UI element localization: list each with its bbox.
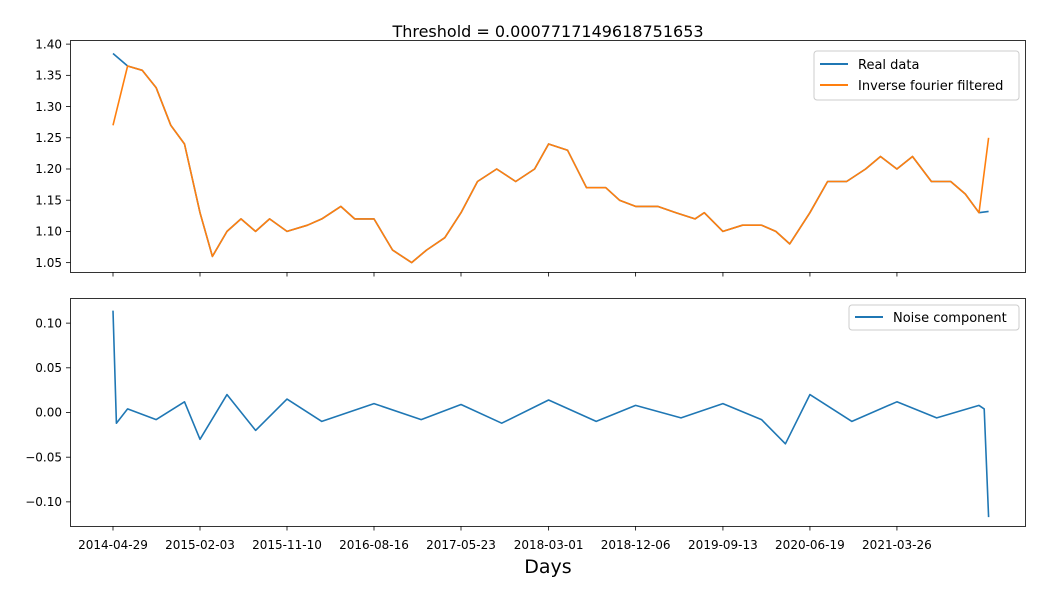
- y-tick-label: 1.25: [35, 131, 62, 145]
- x-axis-label: Days: [524, 556, 571, 578]
- y-tick-label: 1.05: [35, 256, 62, 270]
- x-tick-label: 2015-11-10: [252, 538, 322, 552]
- series-line-noise-component: [112, 310, 990, 518]
- bottom-panel: −0.10 −0.05 0.00 0.05 0.10 2014-04-29 2015-02…: [25, 298, 1026, 578]
- bottom-plot-frame: [70, 298, 1026, 527]
- chart-title: Threshold = 0.0007717149618751653: [391, 22, 703, 41]
- top-legend-box: [813, 50, 1020, 101]
- bottom-series: [112, 310, 990, 518]
- y-tick-label: 1.30: [35, 100, 62, 114]
- x-tick-label: 2021-03-26: [862, 538, 932, 552]
- y-tick-label: 1.40: [35, 37, 62, 51]
- top-series: [112, 52, 990, 264]
- top-plot-frame: [70, 40, 1026, 273]
- y-tick-label: 1.10: [35, 225, 62, 239]
- y-tick-label: 0.05: [35, 361, 62, 375]
- x-tick-label: 2019-09-13: [688, 538, 758, 552]
- y-tick-label: −0.05: [25, 450, 62, 464]
- x-tick-label: 2016-08-16: [339, 538, 409, 552]
- y-tick-label: 1.15: [35, 193, 62, 207]
- bottom-x-axis: 2014-04-29 2015-02-03 2015-11-10 2016-08-16…: [78, 526, 932, 552]
- x-tick-label: 2014-04-29: [78, 538, 148, 552]
- y-tick-label: 0.00: [35, 406, 62, 420]
- series-line-inverse-fourier-filtered: [112, 65, 990, 264]
- y-tick-label: 0.10: [35, 316, 62, 330]
- legend-label-real-data: Real data: [858, 58, 919, 73]
- top-legend: Real data Inverse fourier filtered: [813, 50, 1020, 101]
- bottom-y-axis: −0.10 −0.05 0.00 0.05 0.10: [25, 316, 71, 509]
- top-y-axis: 1.05 1.10 1.15 1.20 1.25 1.30 1.35 1.40: [35, 37, 71, 270]
- y-tick-label: 1.20: [35, 162, 62, 176]
- x-tick-label: 2020-06-19: [775, 538, 845, 552]
- x-tick-label: 2018-03-01: [514, 538, 584, 552]
- legend-label-inverse-fourier: Inverse fourier filtered: [858, 79, 1003, 94]
- y-tick-label: −0.10: [25, 495, 62, 509]
- top-panel: Threshold = 0.0007717149618751653 1.051.…: [35, 22, 1026, 277]
- y-tick-label: 1.35: [35, 69, 62, 83]
- x-tick-label: 2017-05-23: [426, 538, 496, 552]
- bottom-legend: Noise component: [848, 304, 1020, 331]
- x-tick-label: 2015-02-03: [165, 538, 235, 552]
- bottom-legend-box: [848, 304, 1020, 331]
- legend-label-noise: Noise component: [893, 311, 1007, 326]
- x-tick-label: 2018-12-06: [601, 538, 671, 552]
